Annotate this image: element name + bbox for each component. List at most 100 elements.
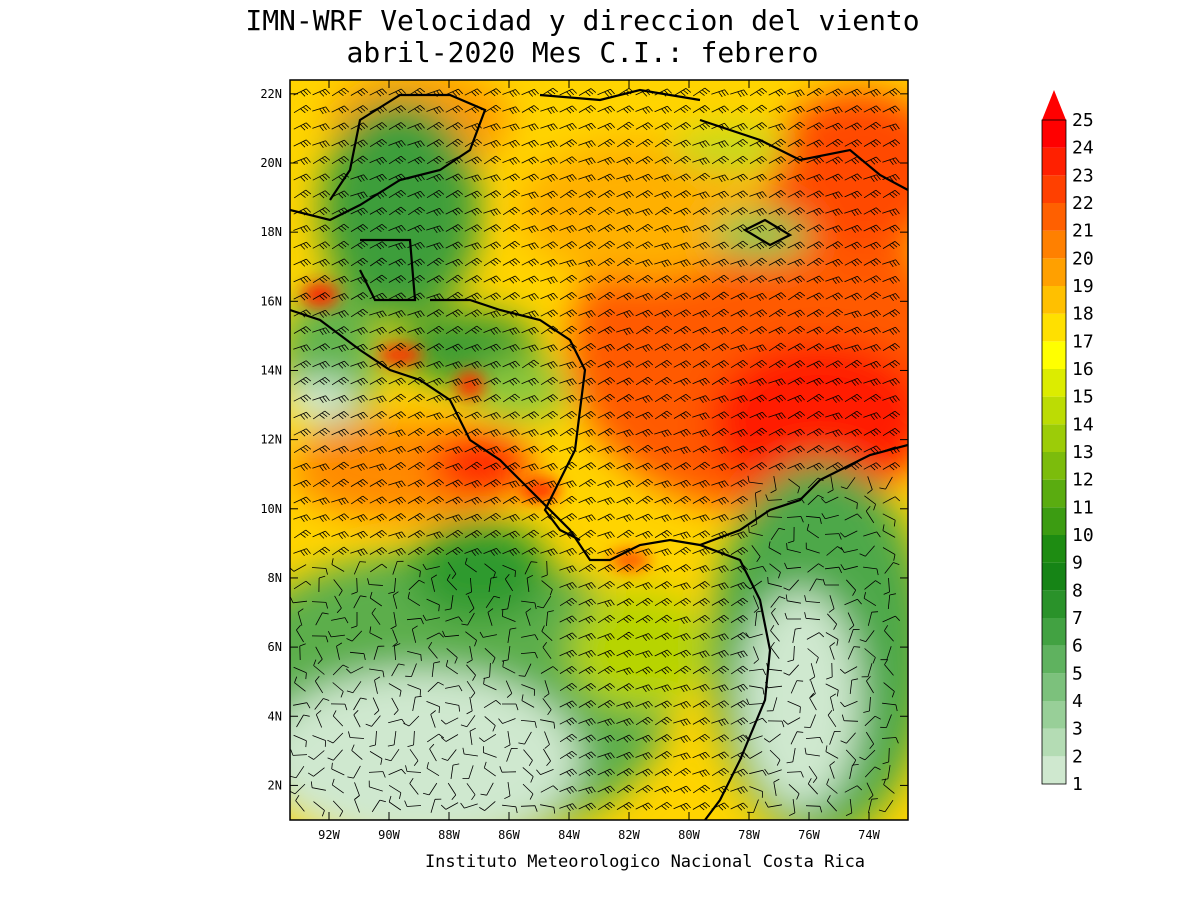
wind-barb <box>521 326 539 335</box>
wind-barb <box>635 633 653 641</box>
wind-barb <box>616 224 634 233</box>
wind-barb <box>502 206 521 216</box>
wind-barb <box>465 631 477 647</box>
wind-barb <box>407 156 426 165</box>
wind-barb <box>844 139 863 148</box>
wind-barb <box>293 428 311 437</box>
wind-barb <box>407 242 425 250</box>
wind-barb <box>525 608 532 626</box>
wind-barb <box>368 780 383 792</box>
colorbar-swatch <box>1042 396 1066 425</box>
wind-barb <box>394 643 401 661</box>
wind-barb <box>635 784 654 794</box>
wind-barb <box>771 607 779 626</box>
wind-barb <box>293 88 311 97</box>
wind-barb <box>839 666 858 674</box>
wind-barb <box>312 123 330 132</box>
wind-barb <box>770 641 780 659</box>
wind-barb <box>616 683 635 692</box>
wind-barb <box>461 612 475 626</box>
wind-barb <box>426 155 445 165</box>
wind-barb <box>711 531 729 539</box>
wind-barb <box>770 624 780 642</box>
wind-barb <box>635 768 653 777</box>
wind-barb <box>616 548 634 556</box>
wind-barb <box>692 343 711 352</box>
wind-barb <box>521 173 539 182</box>
wind-barb <box>502 189 521 199</box>
wind-barb <box>635 344 653 352</box>
wind-barb <box>597 614 616 624</box>
wind-barb <box>844 258 863 267</box>
wind-barb <box>501 646 511 662</box>
wind-barb <box>521 445 539 454</box>
wind-barb <box>407 546 426 556</box>
wind-barb <box>559 325 578 335</box>
wind-barb <box>673 479 691 488</box>
wind-barb <box>540 719 556 729</box>
wind-barb <box>369 310 387 319</box>
wind-barb <box>767 720 785 728</box>
wind-barb <box>597 718 615 727</box>
wind-barb <box>616 241 635 250</box>
wind-barb <box>825 156 843 165</box>
colorbar-swatch <box>1042 590 1066 618</box>
wind-barb <box>350 479 369 488</box>
wind-barb <box>597 411 616 420</box>
wind-barb <box>846 579 857 596</box>
wind-barb <box>521 310 539 319</box>
wind-barb <box>635 563 654 573</box>
wind-barb <box>882 427 901 437</box>
wind-barb <box>805 805 823 813</box>
wind-barb <box>388 242 406 251</box>
wind-barb <box>807 778 818 795</box>
wind-barb <box>654 138 673 148</box>
wind-barb <box>673 767 692 777</box>
wind-barb <box>483 412 501 420</box>
wind-barb <box>787 190 806 199</box>
wind-barb <box>350 411 368 420</box>
wind-barb <box>806 377 824 386</box>
wind-barb <box>792 627 802 643</box>
wind-barb <box>673 649 691 658</box>
wind-barb <box>578 206 597 216</box>
wind-barb <box>502 157 520 165</box>
wind-barb <box>616 701 634 710</box>
wind-barb <box>635 701 653 709</box>
wind-barb <box>521 547 540 556</box>
wind-barb <box>350 88 369 97</box>
wind-barb <box>810 680 816 698</box>
wind-barb <box>559 548 577 556</box>
wind-barb <box>882 88 901 97</box>
wind-barb <box>311 567 328 575</box>
wind-barb <box>654 309 672 318</box>
wind-barb <box>483 761 496 777</box>
wind-barb <box>369 479 388 488</box>
wind-barb <box>578 666 597 675</box>
wind-barb <box>426 106 444 114</box>
wind-barb <box>331 87 350 97</box>
wind-barb <box>867 476 873 494</box>
wind-barb <box>483 479 502 488</box>
wind-barb <box>541 560 548 578</box>
wind-barb <box>311 635 329 643</box>
wind-barb <box>747 475 763 485</box>
wind-barb <box>426 428 445 437</box>
colorbar-label: 17 <box>1072 331 1094 352</box>
wind-barb <box>882 224 900 233</box>
wind-barb <box>597 326 616 335</box>
wind-barb <box>315 646 323 665</box>
x-tick-label: 90W <box>378 828 400 842</box>
wind-barb <box>711 105 729 114</box>
wind-barb <box>863 696 871 713</box>
wind-barb <box>635 173 653 182</box>
wind-barb <box>673 259 691 268</box>
wind-barb <box>616 631 635 641</box>
wind-barb <box>502 411 521 420</box>
wind-barb <box>616 784 635 794</box>
wind-barb <box>692 733 711 743</box>
wind-barb <box>559 666 578 675</box>
wind-barb <box>730 429 748 437</box>
wind-barb <box>483 155 502 165</box>
wind-barb <box>692 614 711 624</box>
